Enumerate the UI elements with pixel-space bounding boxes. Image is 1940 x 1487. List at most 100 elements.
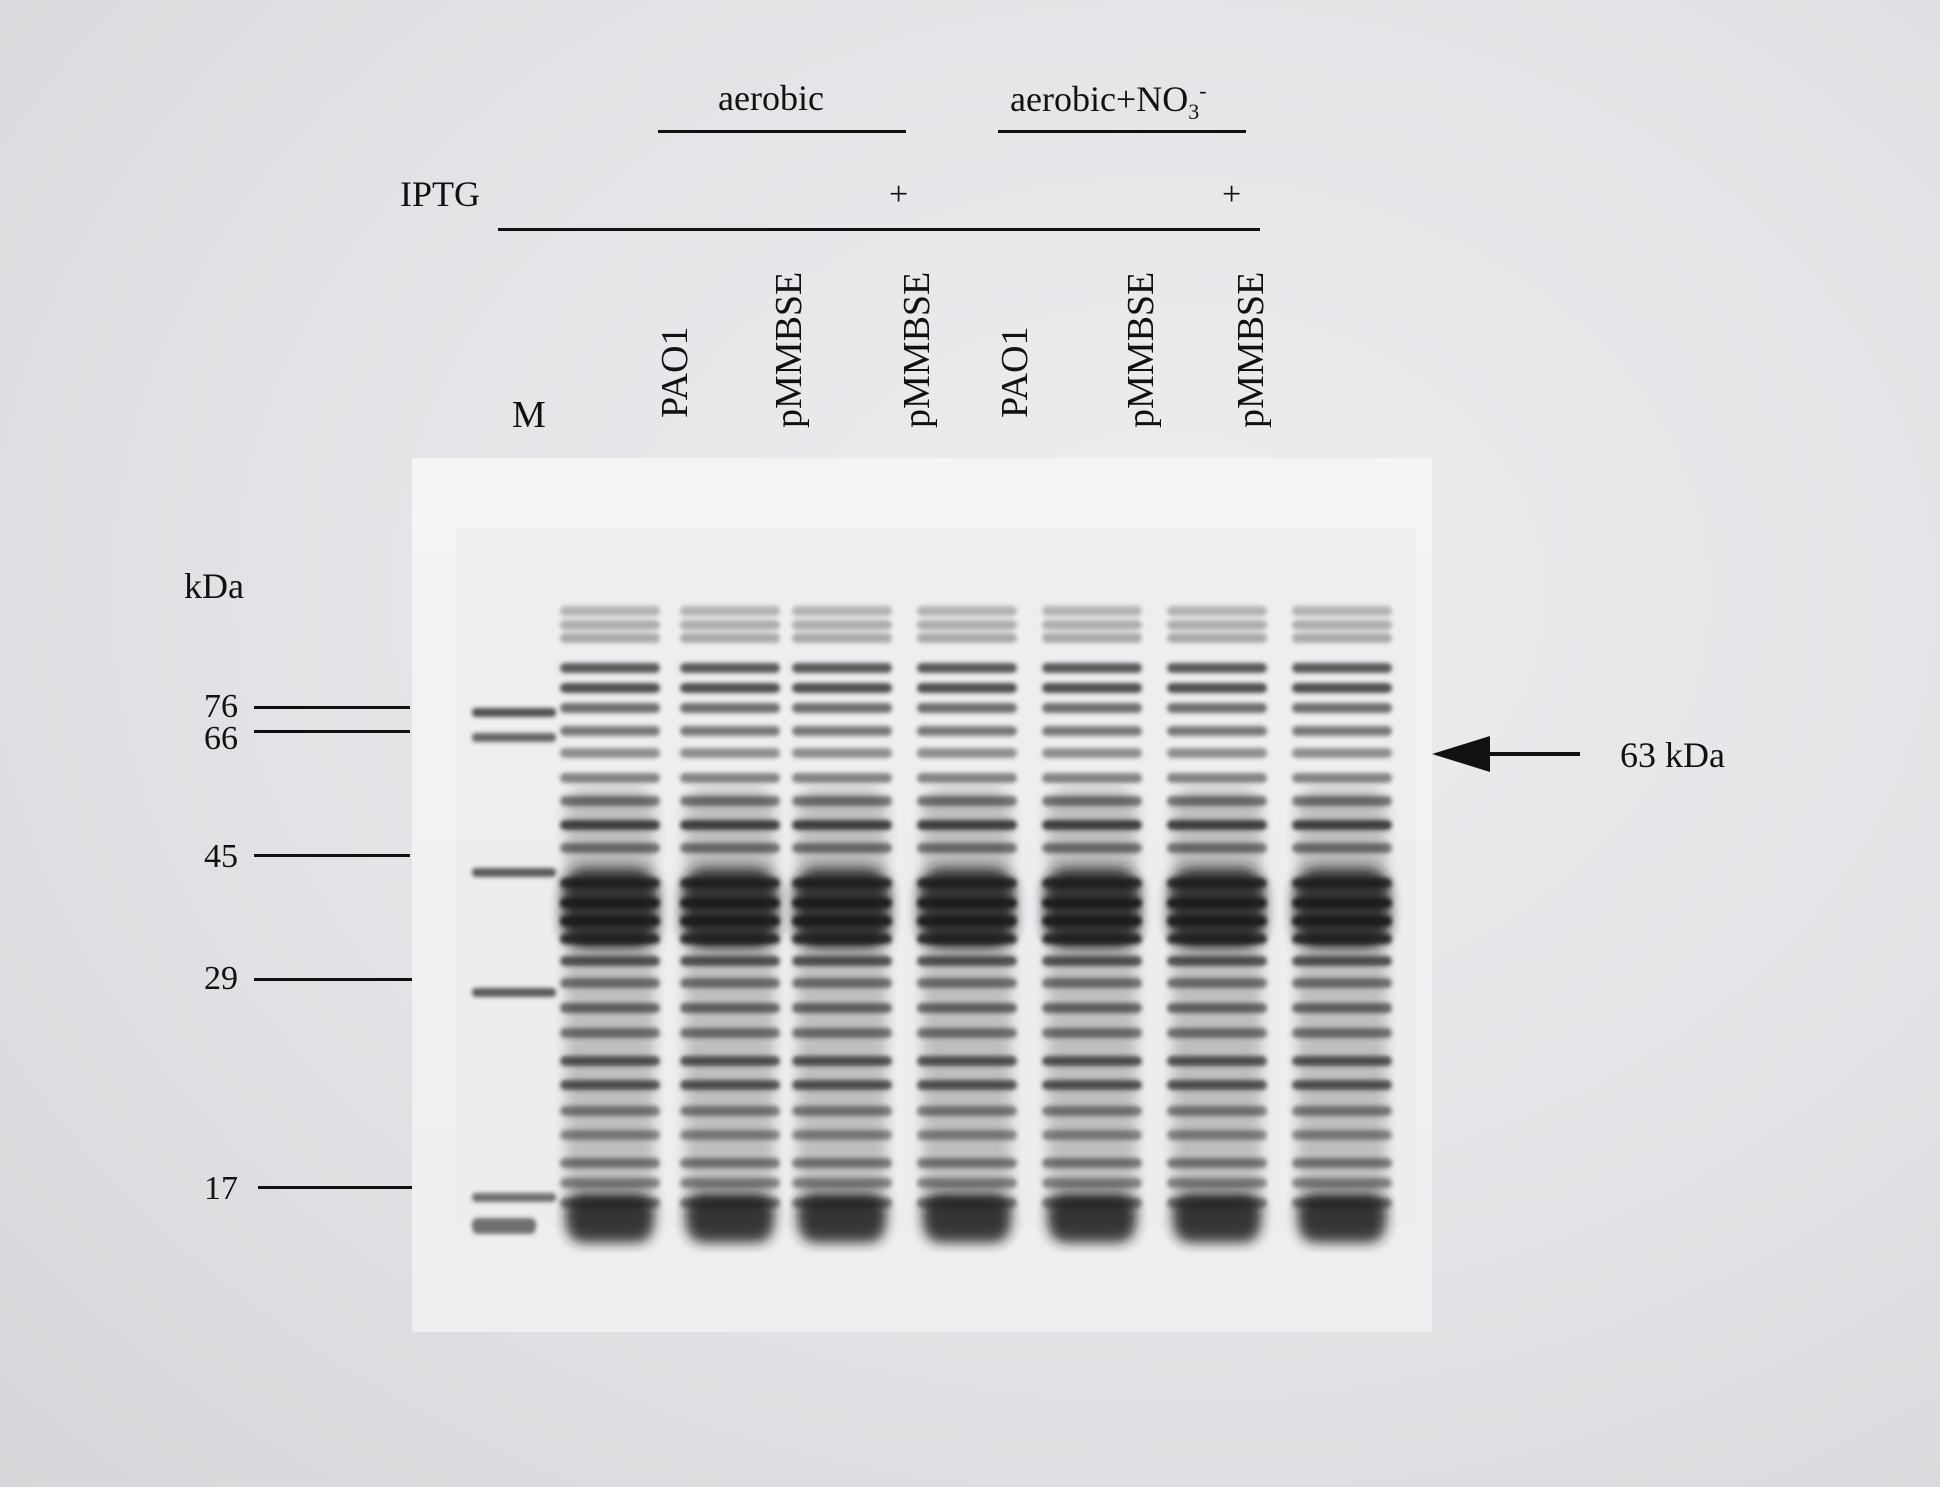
lane-4-band-18 bbox=[917, 978, 1017, 988]
lane-label-6: pMMBSE bbox=[1230, 271, 1272, 428]
lane-6-band-23 bbox=[1167, 1106, 1267, 1116]
lane-2-band-4 bbox=[680, 663, 780, 673]
lane-4-band-25 bbox=[917, 1158, 1017, 1168]
lane-2-band-7 bbox=[680, 726, 780, 736]
lane-7-band-20 bbox=[1292, 1028, 1392, 1038]
lane-1-band-10 bbox=[560, 796, 660, 806]
lane-6-band-25 bbox=[1167, 1158, 1267, 1168]
lane-5-band-7 bbox=[1042, 726, 1142, 736]
lane-label-2: pMMBSE bbox=[768, 271, 810, 428]
lane-5-band-18 bbox=[1042, 978, 1142, 988]
kda-axis-label: kDa bbox=[184, 566, 244, 606]
lane-3-band-9 bbox=[792, 773, 892, 783]
iptg-plus-2: + bbox=[1222, 176, 1242, 213]
lane-3-band-20 bbox=[792, 1028, 892, 1038]
lane-1-band-6 bbox=[560, 703, 660, 713]
marker-29-tick bbox=[254, 978, 412, 981]
lane-5-band-23 bbox=[1042, 1106, 1142, 1116]
lane-1-band-12 bbox=[560, 843, 660, 853]
iptg-plus-1: + bbox=[889, 176, 909, 213]
lane-7-band-6 bbox=[1292, 703, 1392, 713]
lane-4-band-4 bbox=[917, 663, 1017, 673]
condition-nitrate-label: aerobic+NO3- bbox=[1010, 78, 1207, 125]
lane-7-band-22 bbox=[1292, 1080, 1392, 1090]
lane-2-band-20 bbox=[680, 1028, 780, 1038]
lane-6-band-24 bbox=[1167, 1130, 1267, 1140]
lane-1-band-5 bbox=[560, 683, 660, 693]
marker-76-label: 76 bbox=[204, 688, 238, 725]
lane-3-band-12 bbox=[792, 843, 892, 853]
lane-1-band-9 bbox=[560, 773, 660, 783]
lane-7-band-10 bbox=[1292, 796, 1392, 806]
lane-5-band-10 bbox=[1042, 796, 1142, 806]
lane-2-band-1 bbox=[680, 606, 780, 616]
lane-6-band-9 bbox=[1167, 773, 1267, 783]
lane-label-3: pMMBSE bbox=[896, 271, 938, 428]
lane-4-band-7 bbox=[917, 726, 1017, 736]
marker-band-5 bbox=[472, 1193, 556, 1202]
lane-7-band-26 bbox=[1292, 1178, 1392, 1188]
lane-4-band-22 bbox=[917, 1080, 1017, 1090]
lane-1-band-20 bbox=[560, 1028, 660, 1038]
marker-band-4 bbox=[472, 988, 556, 997]
lane-6-band-26 bbox=[1167, 1178, 1267, 1188]
lane-5-band-25 bbox=[1042, 1158, 1142, 1168]
lane-2-major-blob bbox=[682, 868, 778, 948]
iptg-label: IPTG bbox=[400, 174, 480, 214]
lane-7-band-25 bbox=[1292, 1158, 1392, 1168]
lane-3-band-6 bbox=[792, 703, 892, 713]
lane-6-dye-front bbox=[1173, 1193, 1261, 1243]
lane-6-band-20 bbox=[1167, 1028, 1267, 1038]
lane-6-band-3 bbox=[1167, 633, 1267, 643]
lane-6-band-19 bbox=[1167, 1003, 1267, 1013]
lane-1-band-19 bbox=[560, 1003, 660, 1013]
lane-5-band-1 bbox=[1042, 606, 1142, 616]
lane-4-band-19 bbox=[917, 1003, 1017, 1013]
marker-66-tick bbox=[254, 730, 410, 733]
lane-4-band-2 bbox=[917, 620, 1017, 630]
lane-4-band-12 bbox=[917, 843, 1017, 853]
marker-45-tick bbox=[254, 854, 410, 857]
lane-7-band-19 bbox=[1292, 1003, 1392, 1013]
lane-3-dye-front bbox=[798, 1193, 886, 1243]
lane-6-band-11 bbox=[1167, 820, 1267, 830]
marker-45-label: 45 bbox=[204, 838, 238, 875]
lane-4-band-5 bbox=[917, 683, 1017, 693]
lane-5-band-11 bbox=[1042, 820, 1142, 830]
marker-band-2 bbox=[472, 733, 556, 742]
lane-6-band-2 bbox=[1167, 620, 1267, 630]
lane-2-band-5 bbox=[680, 683, 780, 693]
lane-7-band-12 bbox=[1292, 843, 1392, 853]
lane-5-band-6 bbox=[1042, 703, 1142, 713]
lane-5-band-26 bbox=[1042, 1178, 1142, 1188]
lane-3-band-17 bbox=[792, 956, 892, 966]
arrow-head-icon bbox=[1432, 736, 1490, 772]
lane-label-4: PAO1 bbox=[994, 326, 1036, 418]
lane-6-band-8 bbox=[1167, 748, 1267, 758]
lane-1-band-4 bbox=[560, 663, 660, 673]
lane-1-band-22 bbox=[560, 1080, 660, 1090]
lane-2-band-22 bbox=[680, 1080, 780, 1090]
lane-2-band-26 bbox=[680, 1178, 780, 1188]
lane-5-band-24 bbox=[1042, 1130, 1142, 1140]
lane-7-band-9 bbox=[1292, 773, 1392, 783]
lane-6-band-18 bbox=[1167, 978, 1267, 988]
lane-3-band-18 bbox=[792, 978, 892, 988]
lane-6-band-5 bbox=[1167, 683, 1267, 693]
marker-17-tick bbox=[258, 1186, 414, 1189]
marker-band-1 bbox=[472, 708, 556, 717]
lane-6-band-6 bbox=[1167, 703, 1267, 713]
lane-4-band-24 bbox=[917, 1130, 1017, 1140]
lane-7-band-2 bbox=[1292, 620, 1392, 630]
lane-7-major-blob bbox=[1294, 868, 1390, 948]
lane-6-band-1 bbox=[1167, 606, 1267, 616]
lane-1-band-26 bbox=[560, 1178, 660, 1188]
lane-5-major-blob bbox=[1044, 868, 1140, 948]
lane-4-major-blob bbox=[919, 868, 1015, 948]
lane-3-band-25 bbox=[792, 1158, 892, 1168]
lane-1-dye-front bbox=[566, 1193, 654, 1243]
lane-2-band-23 bbox=[680, 1106, 780, 1116]
lane-1-band-3 bbox=[560, 633, 660, 643]
lane-3-band-26 bbox=[792, 1178, 892, 1188]
lane-6-major-blob bbox=[1169, 868, 1265, 948]
